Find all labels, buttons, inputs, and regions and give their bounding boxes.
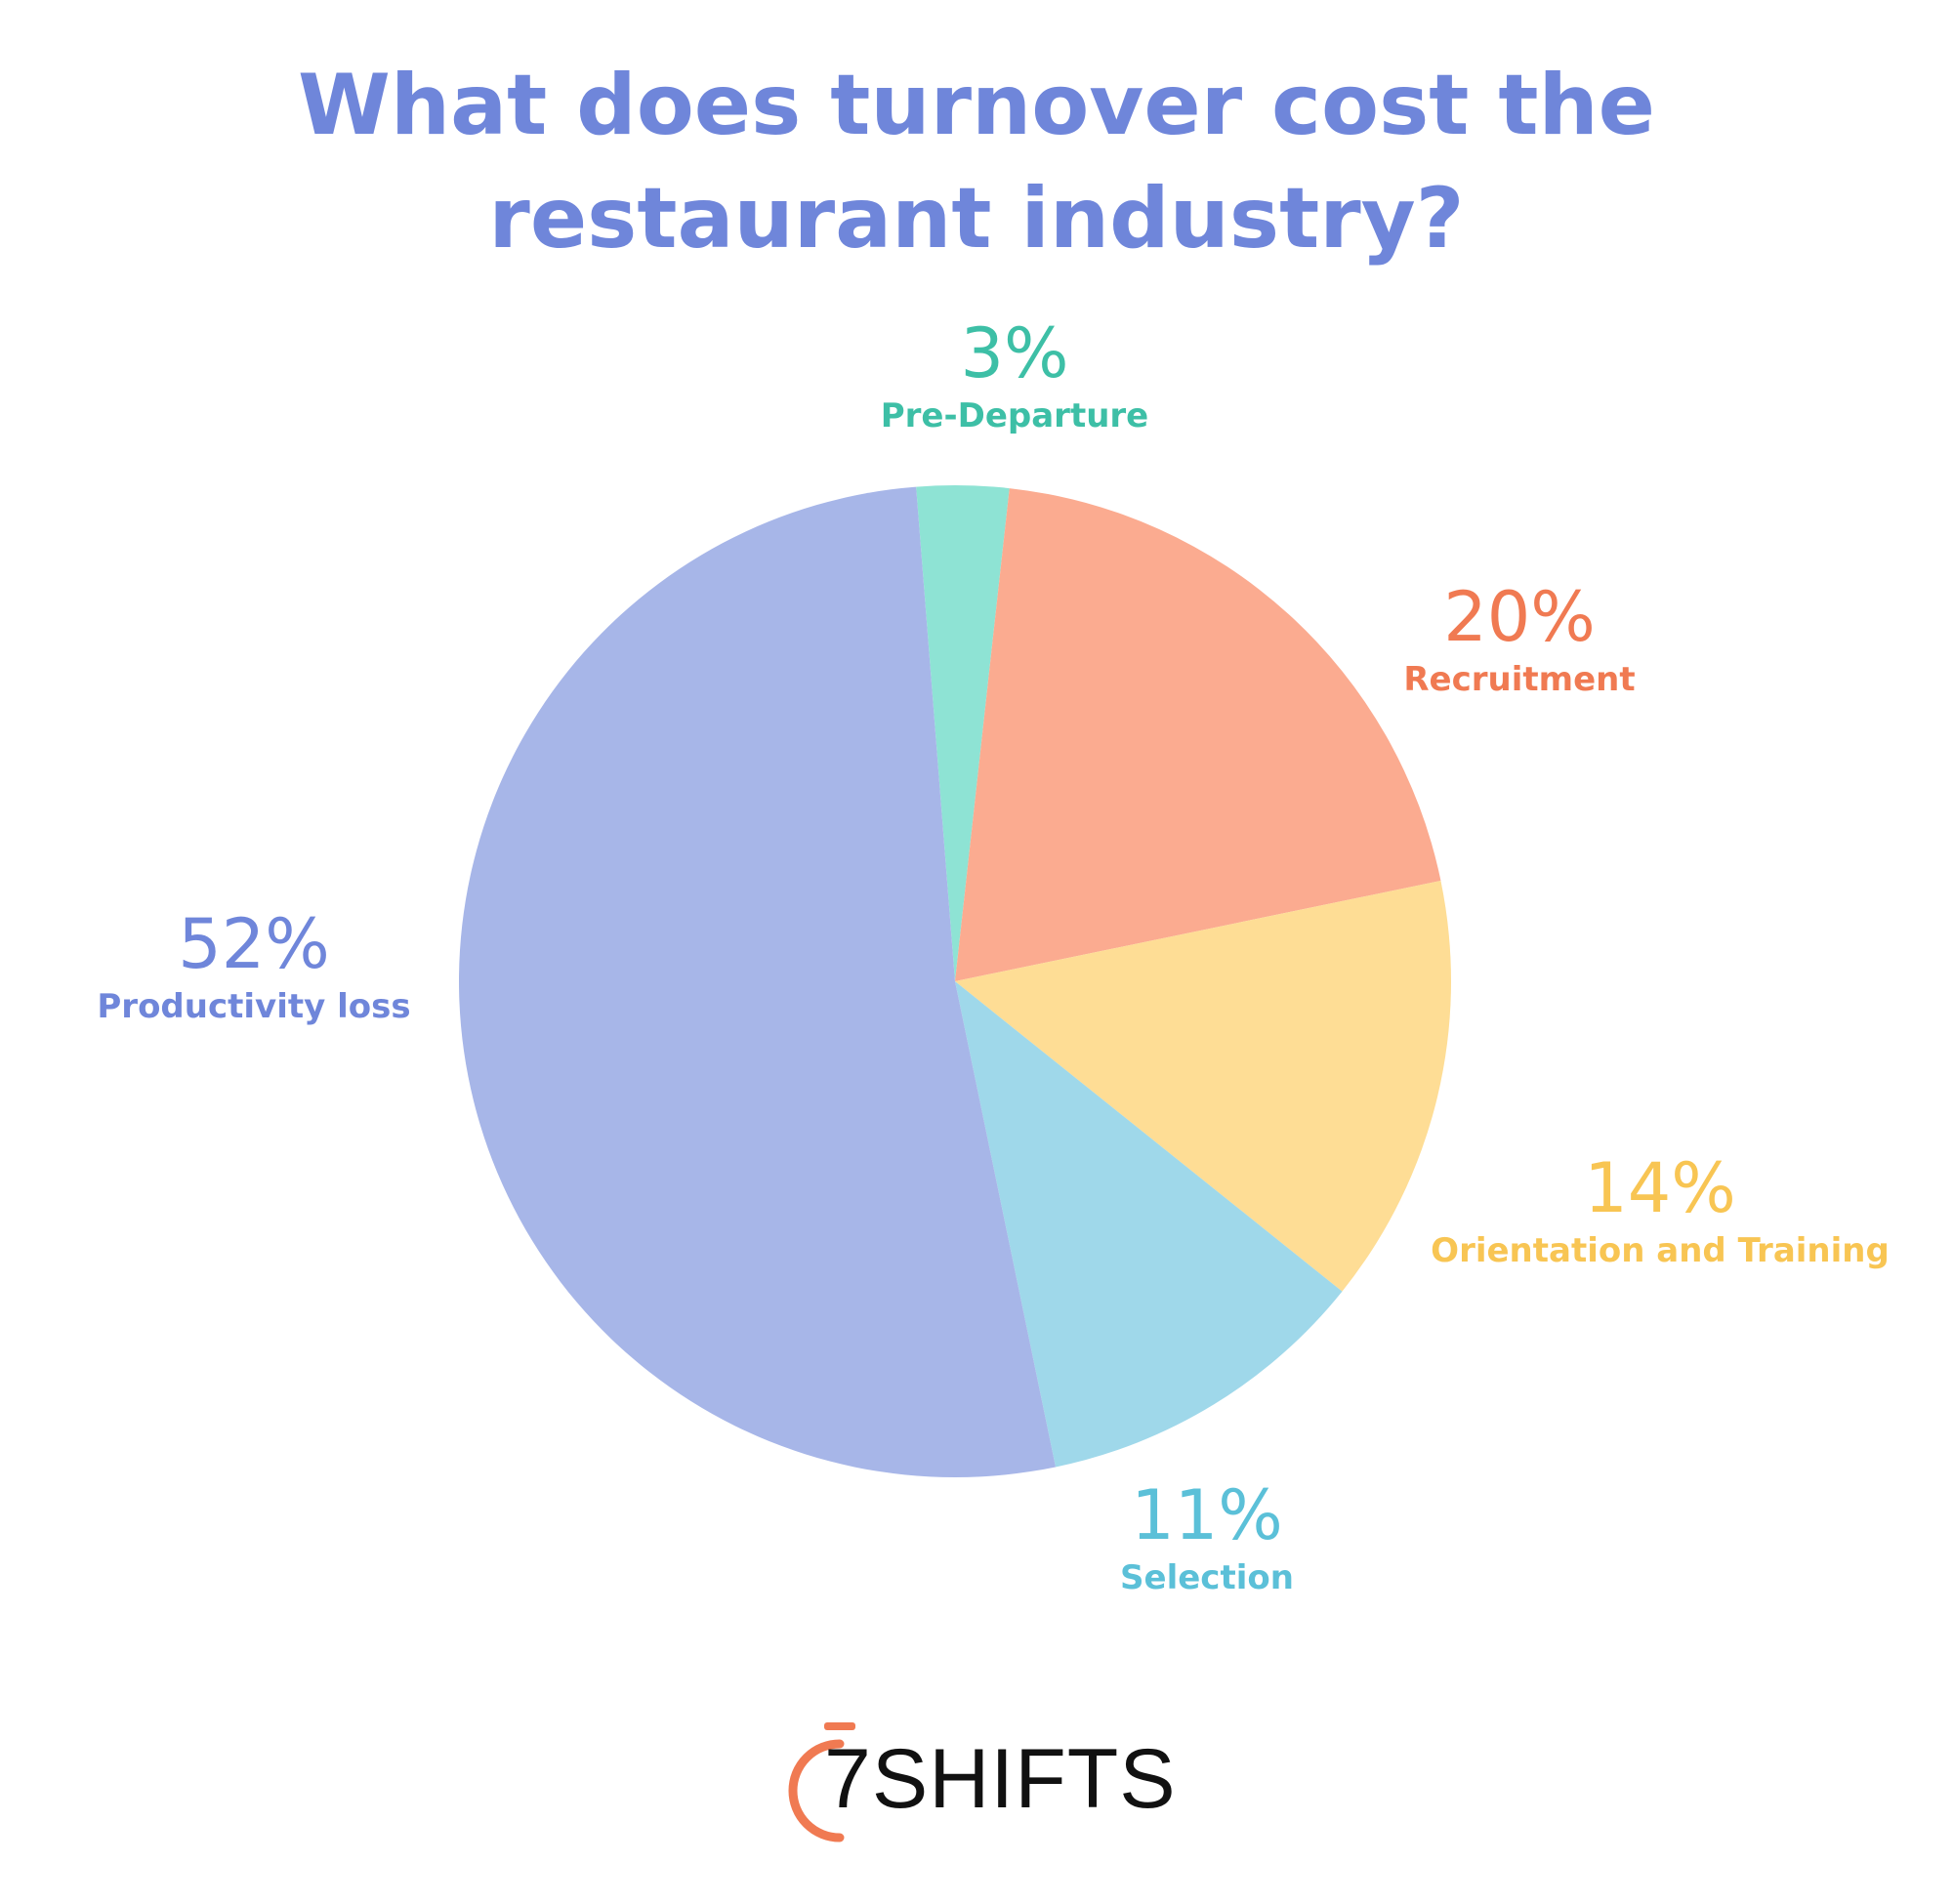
selection-percent: 11%: [1131, 1475, 1283, 1555]
label-selection: 11% Selection: [953, 1474, 1461, 1599]
slice-productivity-loss: [459, 486, 1057, 1477]
orientation-training-name: Orientation and Training: [1431, 1231, 1890, 1270]
chart-title-line-1: What does turnover cost the: [297, 57, 1656, 154]
chart-title: What does turnover cost the restaurant i…: [0, 49, 1953, 275]
productivity-loss-name: Productivity loss: [97, 987, 411, 1026]
selection-name: Selection: [1120, 1558, 1294, 1597]
stopwatch-icon: [788, 1722, 855, 1842]
logo-text: SHIFTS: [871, 1732, 1177, 1826]
label-recruitment: 20% Recruitment: [1266, 576, 1773, 701]
slice-recruitment: [955, 488, 1441, 981]
slice-pre-departure: [916, 484, 1010, 981]
slice-orientation-training: [955, 880, 1451, 1292]
label-orientation-training: 14% Orientation and Training: [1406, 1147, 1914, 1272]
productivity-loss-percent: 52%: [178, 904, 330, 984]
slice-selection: [955, 981, 1343, 1468]
chart-title-line-2: restaurant industry?: [488, 170, 1465, 268]
logo-digit: 7: [824, 1732, 872, 1826]
pre-departure-percent: 3%: [960, 313, 1069, 393]
recruitment-percent: 20%: [1443, 577, 1596, 657]
brand-logo: 7SHIFTS: [781, 1709, 1191, 1845]
pre-departure-name: Pre-Departure: [880, 396, 1149, 435]
orientation-training-percent: 14%: [1584, 1148, 1736, 1228]
label-productivity-loss: 52% Productivity loss: [0, 903, 508, 1028]
label-pre-departure: 3% Pre-Departure: [761, 312, 1268, 437]
logo-wordmark: 7SHIFTS: [824, 1730, 1177, 1828]
recruitment-name: Recruitment: [1403, 660, 1636, 699]
